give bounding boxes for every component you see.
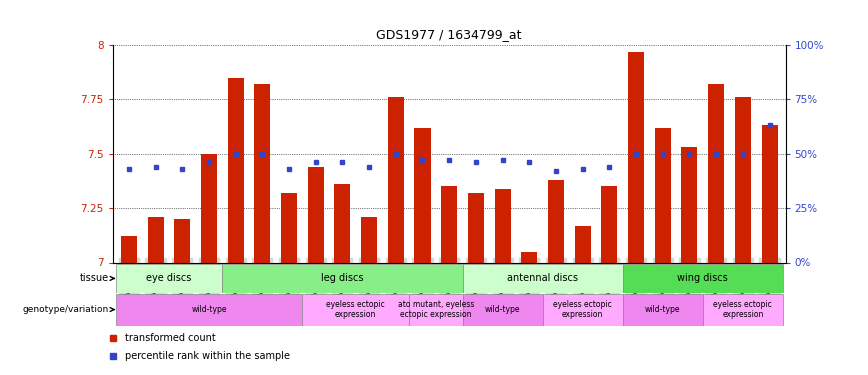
- Text: tissue: tissue: [79, 273, 108, 284]
- Bar: [441, 186, 457, 262]
- Bar: [415, 128, 431, 262]
- Bar: [708, 84, 724, 262]
- Bar: [281, 193, 297, 262]
- Bar: [115, 294, 302, 326]
- Text: wild-type: wild-type: [191, 305, 227, 314]
- Bar: [174, 219, 190, 262]
- Bar: [628, 51, 644, 262]
- Bar: [602, 186, 617, 262]
- Text: eyeless ectopic
expression: eyeless ectopic expression: [326, 300, 385, 319]
- Text: genotype/variation: genotype/variation: [23, 305, 108, 314]
- Text: ato mutant, eyeless
ectopic expression: ato mutant, eyeless ectopic expression: [398, 300, 474, 319]
- Bar: [308, 167, 324, 262]
- Bar: [735, 97, 751, 262]
- Bar: [548, 180, 564, 262]
- Bar: [468, 193, 483, 262]
- Bar: [575, 225, 590, 262]
- Bar: [115, 264, 222, 292]
- Bar: [227, 78, 244, 262]
- Text: antennal discs: antennal discs: [507, 273, 578, 284]
- Text: leg discs: leg discs: [321, 273, 364, 284]
- Bar: [761, 126, 778, 262]
- Bar: [201, 154, 217, 262]
- Bar: [388, 97, 404, 262]
- Text: wild-type: wild-type: [645, 305, 681, 314]
- Text: eyeless ectopic
expression: eyeless ectopic expression: [713, 300, 773, 319]
- Bar: [703, 294, 783, 326]
- Bar: [148, 217, 163, 262]
- Bar: [495, 189, 510, 262]
- Bar: [622, 294, 703, 326]
- Bar: [522, 252, 537, 262]
- Text: eye discs: eye discs: [146, 273, 192, 284]
- Bar: [254, 84, 270, 262]
- Text: transformed count: transformed count: [125, 333, 215, 343]
- Text: wing discs: wing discs: [677, 273, 728, 284]
- Bar: [654, 128, 671, 262]
- Bar: [409, 294, 463, 326]
- Bar: [334, 184, 351, 262]
- Text: percentile rank within the sample: percentile rank within the sample: [125, 351, 290, 361]
- Text: eyeless ectopic
expression: eyeless ectopic expression: [553, 300, 612, 319]
- Bar: [463, 264, 622, 292]
- Text: wild-type: wild-type: [485, 305, 520, 314]
- Bar: [542, 294, 622, 326]
- Bar: [121, 236, 137, 262]
- Bar: [463, 294, 542, 326]
- Bar: [222, 264, 463, 292]
- Text: GDS1977 / 1634799_at: GDS1977 / 1634799_at: [377, 28, 522, 41]
- Bar: [681, 147, 698, 262]
- Bar: [302, 294, 409, 326]
- Bar: [622, 264, 783, 292]
- Bar: [361, 217, 377, 262]
